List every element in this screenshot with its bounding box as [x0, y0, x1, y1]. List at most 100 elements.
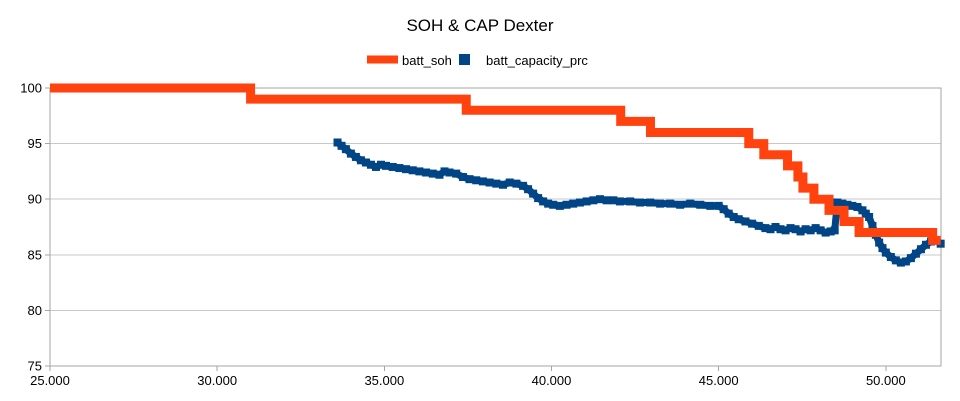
marker-batt_capacity_prc — [886, 253, 895, 262]
marker-batt_capacity_prc — [666, 199, 675, 208]
marker-batt_capacity_prc — [766, 225, 775, 234]
marker-batt_capacity_prc — [781, 226, 790, 235]
marker-batt_capacity_prc — [575, 198, 584, 207]
marker-batt_capacity_prc — [891, 256, 900, 265]
y-tick-label-85: 85 — [28, 247, 42, 262]
y-tick-label-75: 75 — [28, 359, 42, 374]
legend-label-batt-soh: batt_soh — [402, 53, 452, 68]
marker-batt_capacity_prc — [539, 197, 548, 206]
marker-batt_capacity_prc — [868, 221, 877, 230]
marker-batt_capacity_prc — [656, 199, 665, 208]
marker-batt_capacity_prc — [485, 178, 494, 187]
marker-batt_capacity_prc — [901, 257, 910, 266]
legend-item-batt-capacity-prc: batt_capacity_prc — [459, 53, 588, 68]
marker-batt_capacity_prc — [519, 181, 528, 190]
marker-batt_capacity_prc — [376, 160, 385, 169]
marker-batt_capacity_prc — [676, 200, 685, 209]
marker-batt_capacity_prc — [366, 160, 375, 169]
marker-batt_capacity_prc — [916, 245, 925, 254]
marker-batt_capacity_prc — [351, 152, 360, 161]
marker-batt_capacity_prc — [761, 224, 770, 233]
marker-batt_capacity_prc — [569, 199, 578, 208]
marker-batt_capacity_prc — [395, 164, 404, 173]
marker-batt_capacity_prc — [452, 169, 461, 178]
marker-batt_capacity_prc — [382, 161, 391, 170]
y-tick-label-90: 90 — [28, 192, 42, 207]
plot-area-border — [49, 87, 942, 367]
marker-batt_capacity_prc — [881, 248, 890, 257]
marker-batt_capacity_prc — [826, 227, 835, 236]
marker-batt_capacity_prc — [544, 199, 553, 208]
x-tick-label-25000: 25.000 — [30, 373, 70, 388]
axis-ticks-layer — [45, 87, 887, 371]
marker-batt_capacity_prc — [356, 156, 365, 165]
marker-batt_capacity_prc — [811, 224, 820, 233]
marker-batt_capacity_prc — [595, 195, 604, 204]
x-tick-label-40000: 40.000 — [532, 373, 572, 388]
marker-batt_capacity_prc — [602, 196, 611, 205]
marker-batt_capacity_prc — [754, 221, 763, 230]
marker-batt_capacity_prc — [734, 215, 743, 224]
marker-batt_capacity_prc — [402, 165, 411, 174]
marker-batt_capacity_prc — [499, 180, 508, 189]
legend-item-batt-soh: batt_soh — [367, 53, 452, 68]
marker-batt_capacity_prc — [706, 201, 715, 210]
x-tick-label-50000: 50.000 — [866, 373, 906, 388]
marker-batt_capacity_prc — [512, 179, 521, 188]
marker-batt_capacity_prc — [589, 196, 598, 205]
marker-batt_capacity_prc — [816, 226, 825, 235]
marker-batt_capacity_prc — [724, 209, 733, 218]
marker-batt_capacity_prc — [534, 194, 543, 203]
marker-batt_capacity_prc — [906, 254, 915, 263]
marker-batt_capacity_prc — [440, 167, 449, 176]
marker-batt_capacity_prc — [719, 205, 728, 214]
legend-swatch-batt-capacity-prc-square — [459, 54, 470, 65]
marker-batt_capacity_prc — [472, 176, 481, 185]
marker-batt_capacity_prc — [408, 166, 417, 175]
y-tick-label-100: 100 — [20, 81, 42, 96]
marker-batt_capacity_prc — [748, 219, 757, 228]
legend: batt_soh batt_capacity_prc — [367, 53, 588, 68]
x-tick-label-30000: 30.000 — [197, 373, 237, 388]
marker-batt_capacity_prc — [741, 217, 750, 226]
marker-batt_capacity_prc — [636, 198, 645, 207]
chart-title: SOH & CAP Dexter — [406, 16, 553, 35]
marker-batt_capacity_prc — [626, 197, 635, 206]
marker-batt_capacity_prc — [478, 177, 487, 186]
marker-batt_capacity_prc — [796, 227, 805, 236]
marker-batt_capacity_prc — [388, 162, 397, 171]
marker-batt_capacity_prc — [875, 238, 884, 247]
marker-batt_capacity_prc — [465, 175, 474, 184]
marker-batt_capacity_prc — [646, 198, 655, 207]
marker-batt_capacity_prc — [878, 244, 887, 253]
marker-batt_capacity_prc — [458, 172, 467, 181]
series-markers-batt_capacity_prc — [333, 138, 945, 267]
marker-batt_capacity_prc — [786, 224, 795, 233]
marker-batt_capacity_prc — [346, 149, 355, 158]
marker-batt_capacity_prc — [801, 225, 810, 234]
marker-batt_capacity_prc — [911, 249, 920, 258]
marker-batt_capacity_prc — [821, 228, 830, 237]
marker-batt_capacity_prc — [714, 201, 723, 210]
legend-label-batt-capacity-prc: batt_capacity_prc — [486, 53, 588, 68]
marker-batt_capacity_prc — [337, 141, 346, 150]
y-tick-label-95: 95 — [28, 136, 42, 151]
marker-batt_capacity_prc — [505, 178, 514, 187]
marker-batt_capacity_prc — [549, 200, 558, 209]
marker-batt_capacity_prc — [524, 185, 533, 194]
marker-batt_capacity_prc — [616, 197, 625, 206]
marker-batt_capacity_prc — [341, 145, 350, 154]
marker-batt_capacity_prc — [415, 167, 424, 176]
marker-batt_capacity_prc — [371, 162, 380, 171]
x-tick-label-35000: 35.000 — [364, 373, 404, 388]
axis-labels-layer: 75 80 85 90 95 100 25.000 30.000 35.000 40.000 45.… — [20, 81, 905, 389]
marker-batt_capacity_prc — [848, 201, 857, 210]
marker-batt_capacity_prc — [776, 225, 785, 234]
marker-batt_capacity_prc — [806, 226, 815, 235]
marker-batt_capacity_prc — [853, 202, 862, 211]
marker-batt_capacity_prc — [428, 169, 437, 178]
marker-batt_capacity_prc — [838, 199, 847, 208]
marker-batt_capacity_prc — [422, 168, 431, 177]
